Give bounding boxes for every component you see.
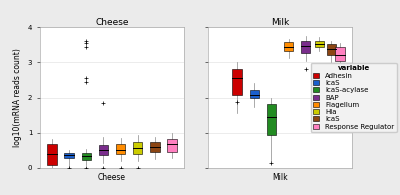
Legend: Adhesin, IcaS, IcaS-acylase, BAP, Flagellum, Hla, IcaS, Response Regulator: Adhesin, IcaS, IcaS-acylase, BAP, Flagel… bbox=[311, 63, 397, 132]
Bar bbox=[335, 47, 345, 61]
Bar bbox=[99, 145, 108, 155]
X-axis label: Cheese: Cheese bbox=[98, 173, 126, 182]
Bar bbox=[82, 153, 91, 160]
Bar bbox=[167, 139, 177, 152]
Bar bbox=[133, 142, 142, 154]
Bar bbox=[47, 144, 57, 165]
Title: Cheese: Cheese bbox=[95, 18, 129, 27]
Bar bbox=[116, 144, 125, 154]
Bar bbox=[232, 69, 242, 95]
Bar bbox=[327, 44, 336, 55]
Bar bbox=[267, 104, 276, 135]
X-axis label: Milk: Milk bbox=[272, 173, 288, 182]
Bar bbox=[150, 142, 160, 152]
Bar bbox=[301, 41, 310, 53]
Bar bbox=[284, 42, 293, 51]
Y-axis label: log10(mRNA reads count): log10(mRNA reads count) bbox=[13, 48, 22, 147]
Bar bbox=[315, 41, 324, 47]
Bar bbox=[64, 153, 74, 158]
Bar bbox=[250, 90, 259, 98]
Title: Milk: Milk bbox=[271, 18, 289, 27]
